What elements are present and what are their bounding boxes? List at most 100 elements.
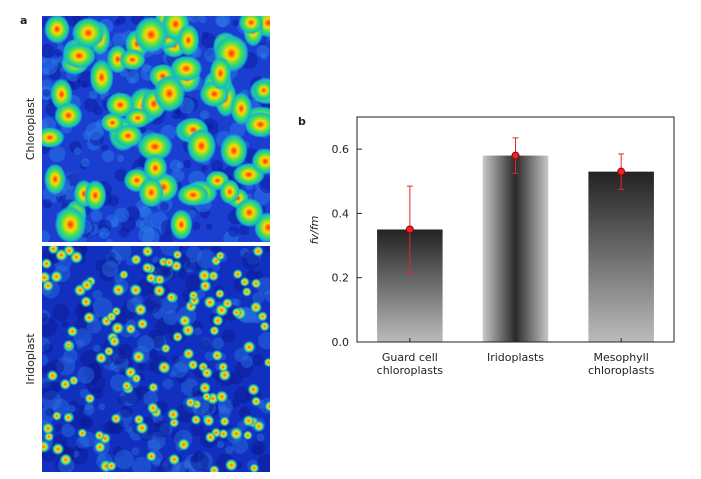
noise — [175, 404, 194, 423]
noise — [190, 452, 210, 472]
dot — [49, 270, 64, 284]
dot — [252, 246, 264, 258]
y-tick-label: 0.0 — [332, 336, 350, 349]
dot — [121, 380, 133, 392]
noise — [218, 404, 227, 413]
noise — [240, 355, 254, 368]
noise — [79, 246, 86, 250]
noise — [112, 358, 120, 366]
noise — [43, 343, 54, 354]
dot — [197, 268, 212, 283]
noise — [255, 270, 264, 279]
noise — [42, 43, 55, 59]
noise — [134, 385, 150, 400]
blob — [133, 16, 169, 54]
noise — [252, 444, 263, 456]
noise — [185, 246, 203, 263]
noise — [124, 425, 132, 433]
dot — [51, 410, 63, 422]
noise — [42, 230, 50, 242]
noise — [184, 273, 203, 292]
noise — [206, 223, 213, 230]
dot — [129, 283, 143, 297]
noise — [147, 431, 166, 450]
dot — [184, 397, 197, 409]
x-tick-label: Guard cell chloroplasts — [376, 351, 444, 377]
noise — [42, 312, 49, 322]
dot — [182, 347, 195, 360]
noise — [262, 246, 270, 253]
dot — [200, 366, 214, 379]
noise — [196, 249, 216, 269]
noise — [175, 461, 194, 472]
dot — [202, 414, 215, 427]
dot — [178, 314, 192, 328]
dot — [145, 450, 158, 463]
noise — [126, 70, 140, 84]
noise — [147, 439, 161, 453]
dot — [208, 464, 220, 472]
noise — [117, 395, 127, 405]
noise — [251, 354, 264, 367]
noise — [171, 362, 188, 378]
dot — [130, 253, 142, 266]
noise — [184, 467, 193, 472]
noise — [42, 354, 49, 366]
noise — [234, 386, 251, 404]
dot — [172, 249, 183, 260]
mean-marker — [511, 151, 520, 160]
noise — [72, 450, 80, 458]
dot — [148, 382, 159, 393]
dot — [239, 276, 250, 288]
noise — [89, 376, 98, 385]
noise — [235, 359, 253, 378]
blob — [169, 55, 203, 82]
dot — [214, 288, 226, 299]
noise — [131, 456, 152, 472]
noise — [154, 297, 162, 304]
noise — [73, 147, 82, 155]
blob — [176, 183, 210, 207]
noise — [102, 421, 115, 434]
noise — [77, 404, 86, 413]
dot — [133, 302, 148, 317]
panel-label: a — [20, 14, 27, 27]
noise — [215, 16, 231, 28]
noise — [42, 57, 58, 75]
noise — [137, 362, 147, 371]
dot — [131, 350, 146, 364]
dot — [46, 369, 59, 382]
noise — [155, 318, 173, 336]
noise — [171, 429, 184, 442]
dot — [133, 413, 145, 426]
dot — [154, 274, 166, 286]
noise — [137, 335, 155, 353]
noise — [152, 420, 171, 438]
dot — [108, 335, 121, 348]
dot — [66, 325, 79, 338]
noise — [42, 407, 54, 428]
noise — [93, 105, 103, 116]
noise — [229, 371, 243, 385]
noise — [108, 421, 122, 435]
dot — [204, 431, 217, 444]
y-tick-label: 0.6 — [332, 143, 350, 156]
noise — [171, 355, 180, 364]
noise — [208, 403, 221, 416]
noise — [152, 256, 161, 265]
dot — [232, 268, 244, 280]
blob — [177, 24, 200, 57]
dot — [136, 317, 149, 330]
noise — [232, 437, 249, 454]
dot — [224, 458, 239, 472]
dot — [249, 301, 263, 314]
noise — [98, 227, 110, 239]
noise — [232, 19, 239, 27]
dot — [125, 323, 137, 335]
noise — [192, 221, 201, 231]
noise — [110, 348, 126, 365]
noise — [77, 366, 95, 384]
noise — [142, 432, 150, 440]
noise — [69, 445, 89, 465]
blob — [143, 153, 168, 183]
